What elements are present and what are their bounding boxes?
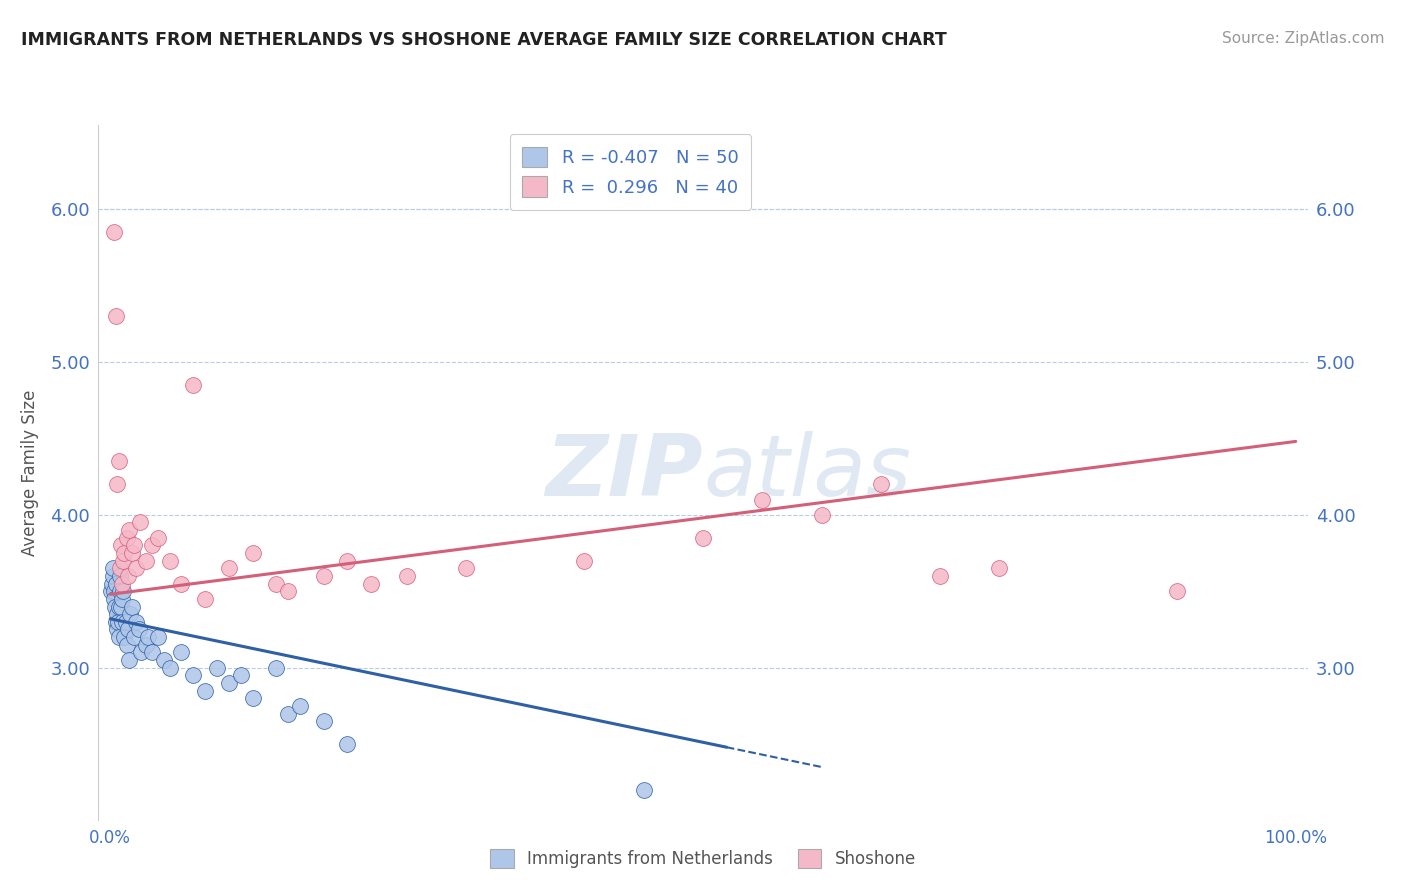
Point <box>242 691 264 706</box>
Point <box>869 477 891 491</box>
Point <box>118 523 141 537</box>
Point <box>101 576 124 591</box>
Point <box>312 714 335 729</box>
Point <box>229 668 252 682</box>
Point <box>181 668 204 682</box>
Point <box>121 599 143 614</box>
Point <box>194 591 217 606</box>
Point <box>117 569 139 583</box>
Point <box>110 584 132 599</box>
Point <box>103 584 125 599</box>
Point <box>114 615 136 629</box>
Point <box>108 561 131 575</box>
Point <box>360 576 382 591</box>
Point <box>115 638 138 652</box>
Point <box>121 546 143 560</box>
Text: atlas: atlas <box>703 431 911 515</box>
Point <box>128 623 150 637</box>
Point <box>135 638 157 652</box>
Point <box>205 661 228 675</box>
Point <box>110 538 132 552</box>
Point <box>146 630 169 644</box>
Text: IMMIGRANTS FROM NETHERLANDS VS SHOSHONE AVERAGE FAMILY SIZE CORRELATION CHART: IMMIGRANTS FROM NETHERLANDS VS SHOSHONE … <box>21 31 946 49</box>
Point <box>288 698 311 713</box>
Point <box>1166 584 1188 599</box>
Point <box>159 661 181 675</box>
Point <box>107 454 129 468</box>
Point <box>103 561 125 575</box>
Point <box>112 584 135 599</box>
Text: ZIP: ZIP <box>546 431 703 515</box>
Point <box>105 309 128 323</box>
Point <box>454 561 477 575</box>
Point <box>336 737 359 751</box>
Point <box>242 546 264 560</box>
Point <box>264 576 287 591</box>
Point <box>100 584 122 599</box>
Point <box>218 561 240 575</box>
Text: Source: ZipAtlas.com: Source: ZipAtlas.com <box>1222 31 1385 46</box>
Point <box>336 554 359 568</box>
Point <box>120 607 142 622</box>
Point <box>751 492 773 507</box>
Point <box>105 477 128 491</box>
Point <box>104 599 127 614</box>
Point <box>108 569 131 583</box>
Point <box>141 538 163 552</box>
Point <box>117 623 139 637</box>
Point <box>146 531 169 545</box>
Point <box>122 630 145 644</box>
Point <box>122 538 145 552</box>
Point <box>194 683 217 698</box>
Point <box>107 630 129 644</box>
Point <box>115 531 138 545</box>
Point <box>152 653 174 667</box>
Point <box>118 653 141 667</box>
Point <box>988 561 1011 575</box>
Point <box>125 561 148 575</box>
Legend: Immigrants from Netherlands, Shoshone: Immigrants from Netherlands, Shoshone <box>484 842 922 875</box>
Point <box>170 645 193 659</box>
Point <box>112 554 135 568</box>
Y-axis label: Average Family Size: Average Family Size <box>21 390 39 556</box>
Point <box>181 377 204 392</box>
Point <box>218 676 240 690</box>
Point <box>110 591 132 606</box>
Point <box>107 615 129 629</box>
Point <box>114 546 136 560</box>
Point <box>810 508 832 522</box>
Point <box>104 615 127 629</box>
Point <box>574 554 596 568</box>
Point <box>111 576 134 591</box>
Point <box>395 569 418 583</box>
Point <box>125 615 148 629</box>
Point <box>312 569 335 583</box>
Point <box>108 599 131 614</box>
Point <box>129 645 152 659</box>
Point <box>159 554 181 568</box>
Point <box>111 615 134 629</box>
Point <box>103 591 125 606</box>
Point <box>136 630 159 644</box>
Point <box>110 599 132 614</box>
Point <box>114 630 136 644</box>
Point <box>105 623 128 637</box>
Point <box>277 706 299 721</box>
Point <box>264 661 287 675</box>
Point <box>277 584 299 599</box>
Point <box>129 516 152 530</box>
Point <box>105 607 128 622</box>
Point <box>633 783 655 797</box>
Point <box>170 576 193 591</box>
Point <box>692 531 714 545</box>
Point <box>103 225 125 239</box>
Point <box>105 576 128 591</box>
Point <box>929 569 952 583</box>
Point <box>135 554 157 568</box>
Point <box>101 569 124 583</box>
Point <box>141 645 163 659</box>
